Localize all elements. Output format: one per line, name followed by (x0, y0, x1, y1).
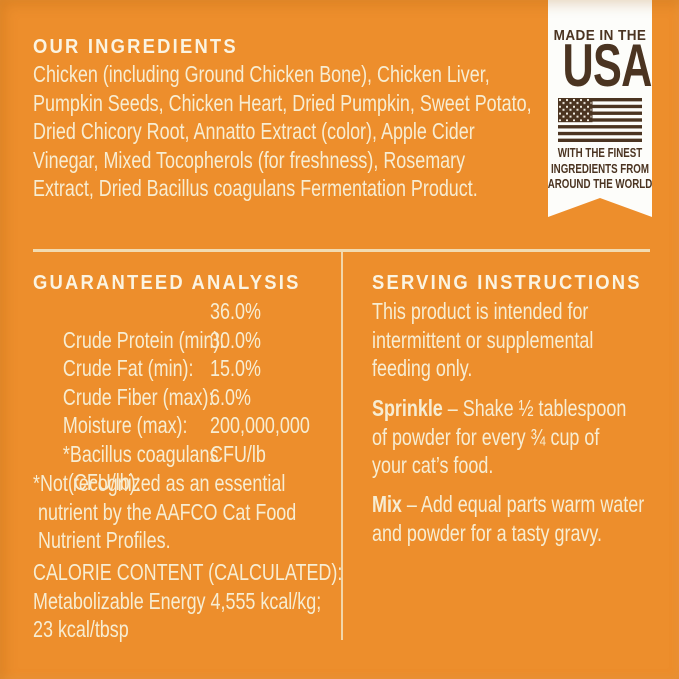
row-label: Moisture (max): (62, 412, 188, 438)
row-value: CFU/lb (210, 440, 266, 467)
ribbon-tagline: WITH THE FINEST INGREDIENTS FROM AROUND … (547, 146, 653, 191)
guaranteed-analysis-table: Crude Protein (min): 36.0% Crude Fat (mi… (33, 297, 376, 496)
row-label: Crude Fiber (max): (62, 383, 214, 410)
made-in-usa-ribbon: MADE IN THE USA (548, 0, 652, 217)
serving-instructions-title: SERVING INSTRUCTIONS (372, 272, 642, 294)
sprinkle-instruction: Sprinkle – Shake ½ tablespoon of powder … (372, 394, 679, 480)
mix-instruction: Mix – Add equal parts warm water and pow… (372, 490, 679, 547)
vertical-divider (341, 252, 343, 640)
row-value: 36.0% (210, 298, 261, 324)
ingredients-text: Chicken (including Ground Chicken Bone),… (33, 61, 532, 201)
mix-label: Mix (372, 491, 402, 517)
table-row: Crude Fiber (max): 15.0% (33, 354, 376, 410)
row-label: (CFU/lb): (62, 469, 141, 495)
serving-intro: This product is intended for intermitten… (372, 298, 594, 381)
row-label: *Bacillus coagulans (62, 440, 219, 467)
sprinkle-text: – Shake ½ tablespoon of powder for every… (372, 395, 627, 478)
ingredients-title: OUR INGREDIENTS (33, 36, 238, 58)
table-row: Moisture (max): 6.0% (33, 383, 376, 439)
table-row: (CFU/lb): CFU/lb (33, 440, 376, 496)
table-row: *Bacillus coagulans 200,000,000 (33, 411, 376, 467)
row-value: 30.0% (210, 326, 261, 353)
aafco-footnote: *Not recognized as an essential nutrient… (33, 470, 297, 553)
made-in-the-text: MADE IN THE (553, 27, 647, 44)
row-value: 15.0% (210, 355, 261, 381)
sprinkle-label: Sprinkle (372, 395, 443, 421)
us-flag-icon (558, 98, 642, 147)
usa-text: USA (562, 32, 652, 99)
horizontal-divider (33, 249, 650, 252)
table-row: Crude Fat (min): 30.0% (33, 326, 376, 382)
guaranteed-analysis-title: GUARANTEED ANALYSIS (33, 272, 301, 294)
table-row: Crude Protein (min): 36.0% (33, 297, 376, 353)
row-label: Crude Protein (min): (62, 326, 225, 353)
mix-text: – Add equal parts warm water and powder … (372, 491, 645, 546)
calorie-content: CALORIE CONTENT (CALCULATED): Metaboliza… (33, 559, 343, 642)
row-value: 6.0% (210, 383, 251, 410)
row-label: Crude Fat (min): (62, 355, 194, 381)
row-value: 200,000,000 (210, 412, 310, 438)
